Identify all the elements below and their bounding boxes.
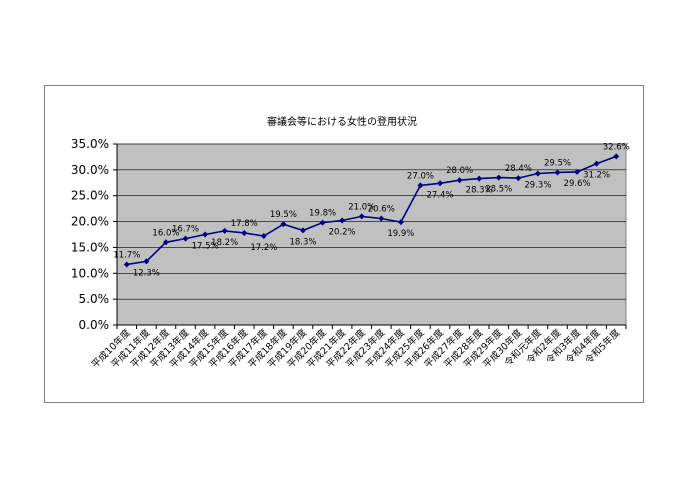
y-tick-label: 0.0% bbox=[79, 318, 110, 332]
data-label: 29.3% bbox=[524, 180, 551, 190]
data-label: 17.8% bbox=[231, 219, 258, 229]
data-point bbox=[221, 227, 228, 234]
data-label: 20.2% bbox=[329, 228, 356, 238]
data-point bbox=[378, 215, 385, 222]
data-point bbox=[260, 233, 267, 240]
data-label: 12.3% bbox=[133, 268, 160, 278]
y-tick-label: 5.0% bbox=[79, 292, 110, 306]
data-point bbox=[515, 175, 522, 182]
data-label: 28.5% bbox=[485, 185, 512, 195]
y-tick-label: 20.0% bbox=[71, 215, 109, 229]
data-label: 31.2% bbox=[583, 171, 610, 181]
data-point bbox=[593, 160, 600, 167]
data-point bbox=[162, 239, 169, 246]
data-point bbox=[554, 169, 561, 176]
data-point bbox=[358, 213, 365, 220]
data-point bbox=[417, 182, 424, 189]
data-point bbox=[339, 217, 346, 224]
data-point bbox=[476, 175, 483, 182]
data-label: 28.4% bbox=[505, 164, 532, 174]
data-point bbox=[319, 219, 326, 226]
y-tick-label: 15.0% bbox=[71, 240, 109, 254]
data-label: 32.6% bbox=[603, 142, 630, 152]
line-chart: 審議会等における女性の登用状況 0.0% 5.0% 10.0% 15.0% 20.0% 2… bbox=[71, 115, 630, 371]
data-point bbox=[299, 227, 306, 234]
data-label: 18.3% bbox=[289, 237, 316, 247]
data-label: 29.5% bbox=[544, 158, 571, 168]
data-label: 21.0% bbox=[348, 202, 375, 212]
chart-title: 審議会等における女性の登用状況 bbox=[267, 115, 417, 128]
data-point bbox=[437, 180, 444, 187]
data-point bbox=[182, 235, 189, 242]
data-point bbox=[613, 153, 620, 160]
data-point bbox=[495, 174, 502, 181]
data-label: 27.4% bbox=[427, 190, 454, 200]
data-label: 20.6% bbox=[368, 204, 395, 214]
data-label: 19.9% bbox=[387, 229, 414, 239]
y-tick-label: 10.0% bbox=[71, 266, 109, 280]
data-label: 28.3% bbox=[466, 186, 493, 196]
data-point bbox=[574, 168, 581, 175]
data-label: 11.7% bbox=[113, 250, 140, 260]
data-label: 28.0% bbox=[446, 166, 473, 176]
data-label: 19.5% bbox=[270, 210, 297, 220]
data-point bbox=[280, 221, 287, 228]
y-tick-label: 35.0% bbox=[71, 137, 109, 151]
series-line bbox=[126, 155, 617, 266]
data-label: 19.8% bbox=[309, 209, 336, 219]
y-tick-label: 25.0% bbox=[71, 189, 109, 203]
data-label: 27.0% bbox=[407, 171, 434, 181]
data-label: 18.2% bbox=[211, 238, 238, 248]
y-tick-label: 30.0% bbox=[71, 163, 109, 177]
data-label: 17.5% bbox=[192, 242, 219, 252]
data-point bbox=[241, 229, 248, 236]
data-point bbox=[397, 219, 404, 226]
data-point bbox=[202, 231, 209, 238]
chart-frame: 審議会等における女性の登用状況 0.0% 5.0% 10.0% 15.0% 20.0% 2… bbox=[44, 85, 644, 403]
data-label: 29.6% bbox=[564, 179, 591, 189]
data-point bbox=[143, 258, 150, 265]
data-point bbox=[456, 177, 463, 184]
data-label: 17.2% bbox=[250, 243, 277, 253]
data-label: 16.7% bbox=[172, 225, 199, 235]
data-point bbox=[123, 261, 130, 268]
data-point bbox=[534, 170, 541, 177]
data-label: 16.0% bbox=[152, 228, 179, 238]
